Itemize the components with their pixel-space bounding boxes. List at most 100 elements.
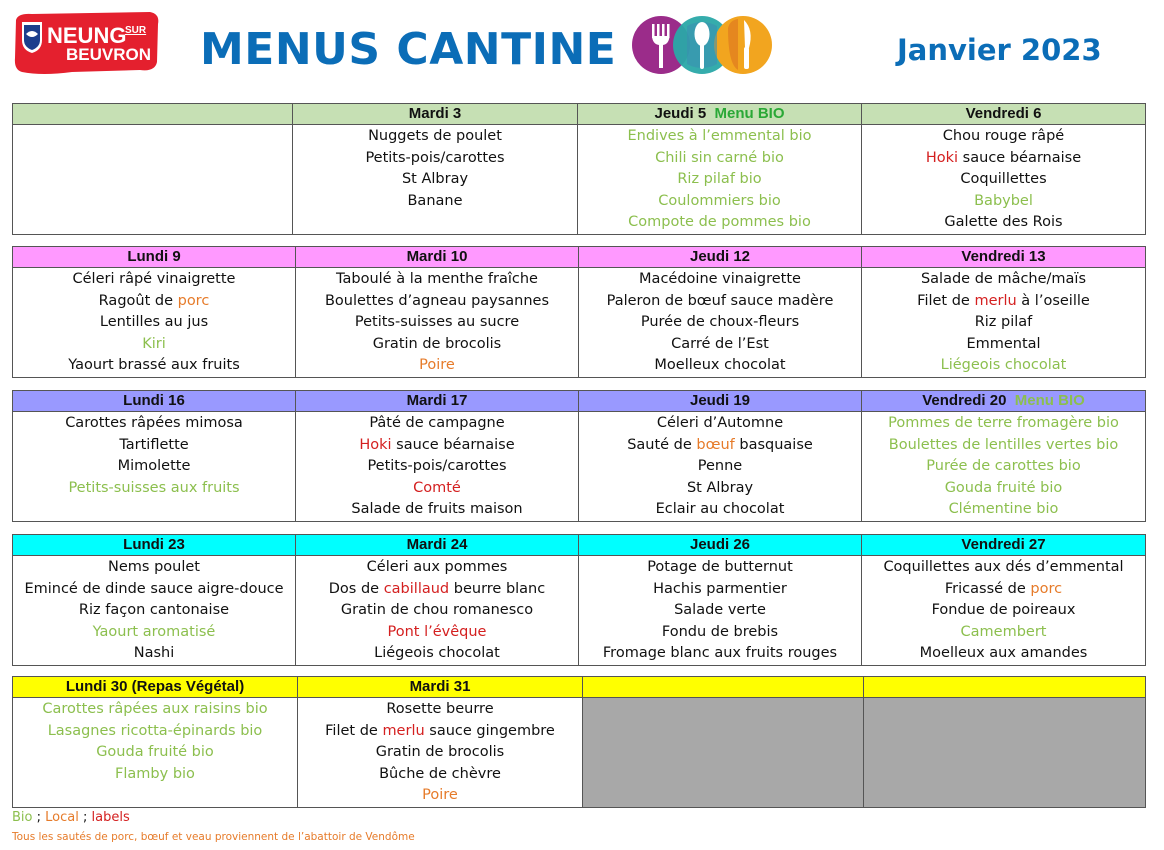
menu-item-text: Comté [413, 479, 461, 496]
week-table: Lundi 9 Mardi 10 Jeudi 12 Vendredi 13 Céleri… [12, 246, 1146, 378]
menu-item: Rosette beurre [298, 699, 582, 721]
legend-local: Local [45, 810, 79, 825]
menu-item: Salade de fruits maison [296, 499, 578, 521]
menu-item-text: Purée de choux-fleurs [640, 314, 800, 330]
menu-item-text: porc [1030, 580, 1063, 597]
menu-item: Camembert [862, 622, 1145, 644]
menu-item-text: Carré de l’Est [671, 335, 769, 352]
menu-item-text: Hoki [925, 149, 959, 166]
menu-item: Riz façon cantonaise [13, 600, 295, 622]
day-header: Mardi 10 [295, 246, 579, 268]
menu-item: St Albray [579, 478, 861, 500]
day-label: Lundi 30 (Repas Végétal) [65, 678, 245, 695]
footnote: Tous les sautés de porc, bœuf et veau pr… [12, 831, 415, 843]
menu-item-text: Boulettes d’agneau paysannes [324, 292, 550, 309]
day-menu-cell: Carottes râpées mimosa Tartiflette Mimolet… [12, 411, 296, 522]
menu-item: Liégeois chocolat [296, 643, 578, 665]
menu-item: Nashi [13, 643, 295, 665]
day-label: Vendredi 13 [961, 248, 1046, 265]
menu-item: Nuggets de poulet [293, 126, 577, 148]
menu-item-text: sauce gingembre [424, 722, 555, 739]
day-header: Jeudi 12 [578, 246, 862, 268]
menu-item: Céleri râpé vinaigrette [13, 269, 295, 291]
day-header [582, 676, 864, 698]
menu-item-text: Yaourt aromatisé [92, 623, 216, 640]
day-label: Mardi 10 [406, 248, 468, 265]
menu-item-text: Eclair au chocolat [655, 501, 785, 517]
page-title: MENUS CANTINE [200, 24, 617, 75]
menu-item-text: Céleri râpé vinaigrette [72, 271, 236, 287]
day-menu-cell: Carottes râpées aux raisins bio Lasagnes … [12, 697, 298, 808]
menu-item: Purée de choux-fleurs [579, 312, 861, 334]
menu-item-text: Pommes de terre fromagère bio [888, 415, 1119, 431]
menu-item-text: Liégeois chocolat [374, 645, 500, 661]
day-menu-cell: Pommes de terre fromagère bio Boulettes d… [861, 411, 1146, 522]
menu-item-text: Filet de [917, 292, 975, 309]
legend-separator: ; [78, 810, 92, 825]
day-header: Mardi 24 [295, 534, 579, 556]
day-menu-cell: Rosette beurre Filet de merlu sauce ginge… [297, 697, 583, 808]
menu-item-text: Fondu de brebis [661, 623, 779, 640]
menu-item-text: Salade verte [674, 602, 766, 618]
day-header: Vendredi 13 [861, 246, 1146, 268]
menu-item-text: Macédoine vinaigrette [639, 271, 801, 287]
menu-item: Yaourt aromatisé [13, 622, 295, 644]
legend-separator: ; [32, 810, 46, 825]
menu-item: Hachis parmentier [579, 579, 861, 601]
menu-item-text: Dos de [328, 580, 384, 597]
menu-item-text: Carottes râpées aux raisins bio [42, 701, 268, 717]
menu-item-text: Camembert [960, 623, 1047, 640]
day-label: Lundi 16 [123, 392, 185, 409]
day-header: Lundi 23 [12, 534, 296, 556]
menu-item: Petits-suisses aux fruits [13, 478, 295, 500]
menu-item: Petits-suisses au sucre [296, 312, 578, 334]
menu-item-text: Lasagnes ricotta-épinards bio [47, 722, 263, 739]
menu-item-text: Liégeois chocolat [940, 357, 1067, 373]
menu-item: Pont l’évêque [296, 622, 578, 644]
day-menu-cell: Céleri d’Automne Sauté de bœuf basquaise P… [578, 411, 862, 522]
menu-item-text: Gouda fruité bio [96, 744, 214, 760]
fork-icon [652, 24, 670, 68]
menu-item: Penne [579, 456, 861, 478]
menu-item: Petits-pois/carottes [296, 456, 578, 478]
menu-item: Riz pilaf bio [578, 169, 861, 191]
menu-item-text: bœuf [696, 436, 735, 453]
empty-day-cell [863, 697, 1146, 808]
menu-item: Compote de pommes bio [578, 212, 861, 234]
menu-item-text: Yaourt brassé aux fruits [68, 357, 240, 373]
menu-item-text: Purée de carottes bio [926, 458, 1081, 474]
menu-item-text: Riz façon cantonaise [78, 602, 230, 618]
day-menu-cell: Pâté de campagne Hoki sauce béarnaise Peti… [295, 411, 579, 522]
day-label: Jeudi 26 [689, 536, 751, 553]
menu-item-text: Chili sin carné bio [655, 149, 784, 166]
day-header: Vendredi 20 Menu BIO [861, 390, 1146, 412]
menu-item: Macédoine vinaigrette [579, 269, 861, 291]
menu-item: Liégeois chocolat [862, 355, 1145, 377]
menu-item: Bûche de chèvre [298, 764, 582, 786]
day-label: Lundi 9 [127, 248, 181, 265]
menu-item-text: cabillaud [383, 580, 450, 597]
menu-item: Poire [298, 785, 582, 807]
menu-item-text: Rosette beurre [386, 701, 494, 717]
menu-item-text: Potage de butternut [647, 559, 793, 575]
menu-item-text: Coquillettes aux dés d’emmental [883, 559, 1124, 575]
day-header: Lundi 30 (Repas Végétal) [12, 676, 298, 698]
menu-item: Petits-pois/carottes [293, 148, 577, 170]
menu-item: Boulettes d’agneau paysannes [296, 291, 578, 313]
day-label: Jeudi 12 [689, 248, 751, 265]
menu-item: Lasagnes ricotta-épinards bio [13, 721, 297, 743]
day-label: Jeudi 5 [654, 105, 707, 122]
menu-item-text: Boulettes de lentilles vertes bio [888, 436, 1119, 453]
menu-item: Paleron de bœuf sauce madère [579, 291, 861, 313]
menu-item: Kiri [13, 334, 295, 356]
menu-item: Purée de carottes bio [862, 456, 1145, 478]
menu-item: Coquillettes aux dés d’emmental [862, 557, 1145, 579]
menu-item-text: Endives à l’emmental bio [627, 128, 812, 144]
menu-item-text: Gouda fruité bio [944, 479, 1063, 496]
menu-item-text: Riz pilaf bio [677, 171, 762, 187]
day-header: Lundi 16 [12, 390, 296, 412]
legend: Bio ; Local ; labels [12, 809, 130, 827]
day-menu-cell [12, 124, 293, 235]
menu-item: Riz pilaf [862, 312, 1145, 334]
menu-item-text: Taboulé à la menthe fraîche [336, 271, 538, 287]
